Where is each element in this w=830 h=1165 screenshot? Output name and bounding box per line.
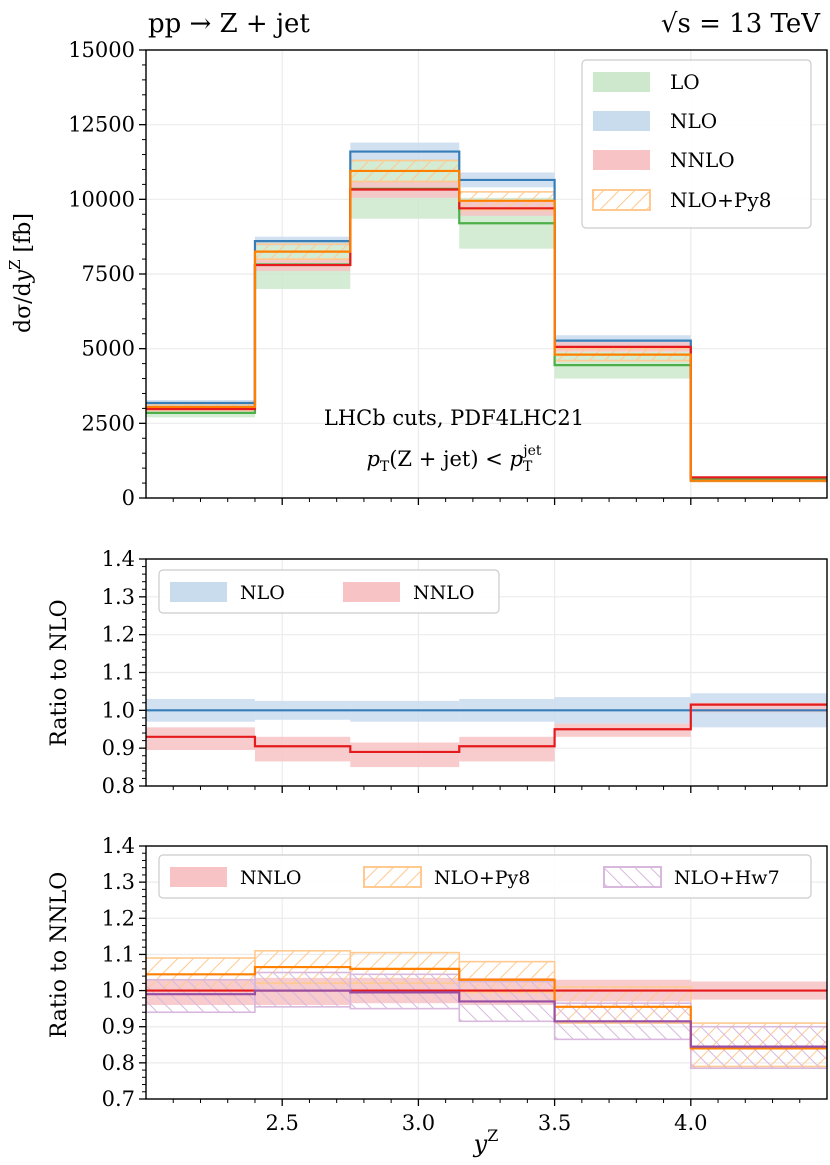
main-panel: 0 2500 5000 7500 10000 12500 15000 — [68, 38, 828, 510]
legend-swatch-nlo-hw7 — [603, 866, 662, 888]
main-legend: LO NLO NNLO NLO+Py8 — [581, 59, 812, 229]
x-axis-label: yZ — [473, 1126, 499, 1158]
energy-prefix: √s — [661, 9, 691, 39]
legend-label-nlo-hw7: NLO+Hw7 — [674, 867, 780, 889]
y-tick-label: 0 — [122, 486, 135, 510]
y-tick-label: 1.3 — [102, 870, 135, 894]
y-tick-label: 1.2 — [102, 623, 135, 647]
x-tick-label: 3.5 — [538, 1111, 571, 1135]
y-tick-label: 1.4 — [102, 547, 135, 571]
legend-label-nnlo: NNLO — [413, 582, 474, 604]
y-tick-label: 1.3 — [102, 585, 135, 609]
cuts-annotation: LHCb cuts, PDF4LHC21 — [324, 406, 584, 430]
nnlo-uncertainty-bin — [350, 742, 460, 768]
energy-label: √s = 13 TeV — [661, 9, 821, 39]
legend-swatch-nlo — [593, 111, 650, 131]
y-tick-label: 7500 — [82, 262, 135, 286]
nnlo-central-line — [146, 703, 827, 754]
nnlo-uncertainty-bin — [146, 727, 255, 751]
legend-label-nlo: NLO — [670, 109, 717, 133]
y-tick-label: 0.8 — [102, 1051, 135, 1075]
y-tick-label: 12500 — [68, 113, 135, 137]
legend-label-nlo-py8: NLO+Py8 — [434, 867, 530, 889]
legend-label-nnlo: NNLO — [670, 148, 735, 172]
process-title: pp → Z + jet — [148, 9, 310, 39]
y-tick-label: 15000 — [68, 38, 135, 62]
y-tick-label: 5000 — [82, 337, 135, 361]
y-tick-label: 0.7 — [102, 1087, 135, 1111]
legend-swatch-nlo-py8 — [363, 866, 422, 888]
legend-swatch-nlo — [170, 582, 227, 602]
ratio-nnlo-legend: NNLO NLO+Py8 NLO+Hw7 — [158, 854, 812, 899]
y-tick-label: 1.0 — [102, 979, 135, 1003]
legend-swatch-nnlo — [343, 582, 400, 602]
x-tick-label: 4.0 — [674, 1111, 707, 1135]
legend-label-nnlo: NNLO — [240, 867, 301, 889]
y-tick-label: 2500 — [82, 411, 135, 435]
nnlo-uncertainty-bin — [690, 702, 827, 713]
y-tick-label: 1.2 — [102, 906, 135, 930]
nnlo-uncertainty-bin — [459, 736, 555, 762]
ratio-to-nlo-panel: 0.8 0.9 1.0 1.1 1.2 1.3 1.4 — [102, 547, 828, 798]
legend-label-nlo-py8: NLO+Py8 — [670, 188, 771, 212]
y-axis-label-ratio-nnlo: Ratio to NNLO — [47, 872, 72, 1039]
legend-swatch-nlo-py8 — [592, 189, 651, 211]
legend-label-nlo: NLO — [240, 582, 285, 604]
nlo-py8-central-line — [146, 965, 827, 1050]
y-tick-label: 10000 — [68, 187, 135, 211]
y-tick-label: 0.9 — [102, 1015, 135, 1039]
y-axis-label-ratio-nlo: Ratio to NLO — [47, 599, 72, 746]
x-tick-label: 3.0 — [402, 1111, 435, 1135]
axes-frame — [145, 845, 828, 1100]
y-tick-label: 0.8 — [102, 774, 135, 798]
y-tick-label: 0.9 — [102, 736, 135, 760]
y-tick-label: 1.0 — [102, 698, 135, 722]
y-tick-label: 1.1 — [102, 661, 135, 685]
legend-swatch-nnlo — [170, 867, 227, 887]
legend-swatch-nnlo — [593, 150, 650, 170]
energy-suffix: = 13 TeV — [691, 9, 821, 39]
x-tick-label: 2.5 — [265, 1111, 298, 1135]
y-tick-label: 1.4 — [102, 834, 135, 858]
legend-swatch-lo — [593, 72, 650, 92]
legend-label-lo: LO — [670, 70, 700, 94]
nnlo-uncertainty-bin — [254, 736, 351, 762]
ratio-nlo-legend: NLO NNLO — [158, 569, 500, 614]
y-tick-label: 1.1 — [102, 942, 135, 966]
nlo-hw7-central-line — [146, 989, 827, 1048]
pt-cut-annotation: pT(Z + jet) < pTjet — [366, 443, 541, 475]
nlo-py8-central-line — [146, 169, 827, 482]
nlo-hw7-uncertainty-bin — [145, 978, 256, 1014]
y-axis-label-main: dσ/dyZ [fb] — [6, 213, 36, 333]
